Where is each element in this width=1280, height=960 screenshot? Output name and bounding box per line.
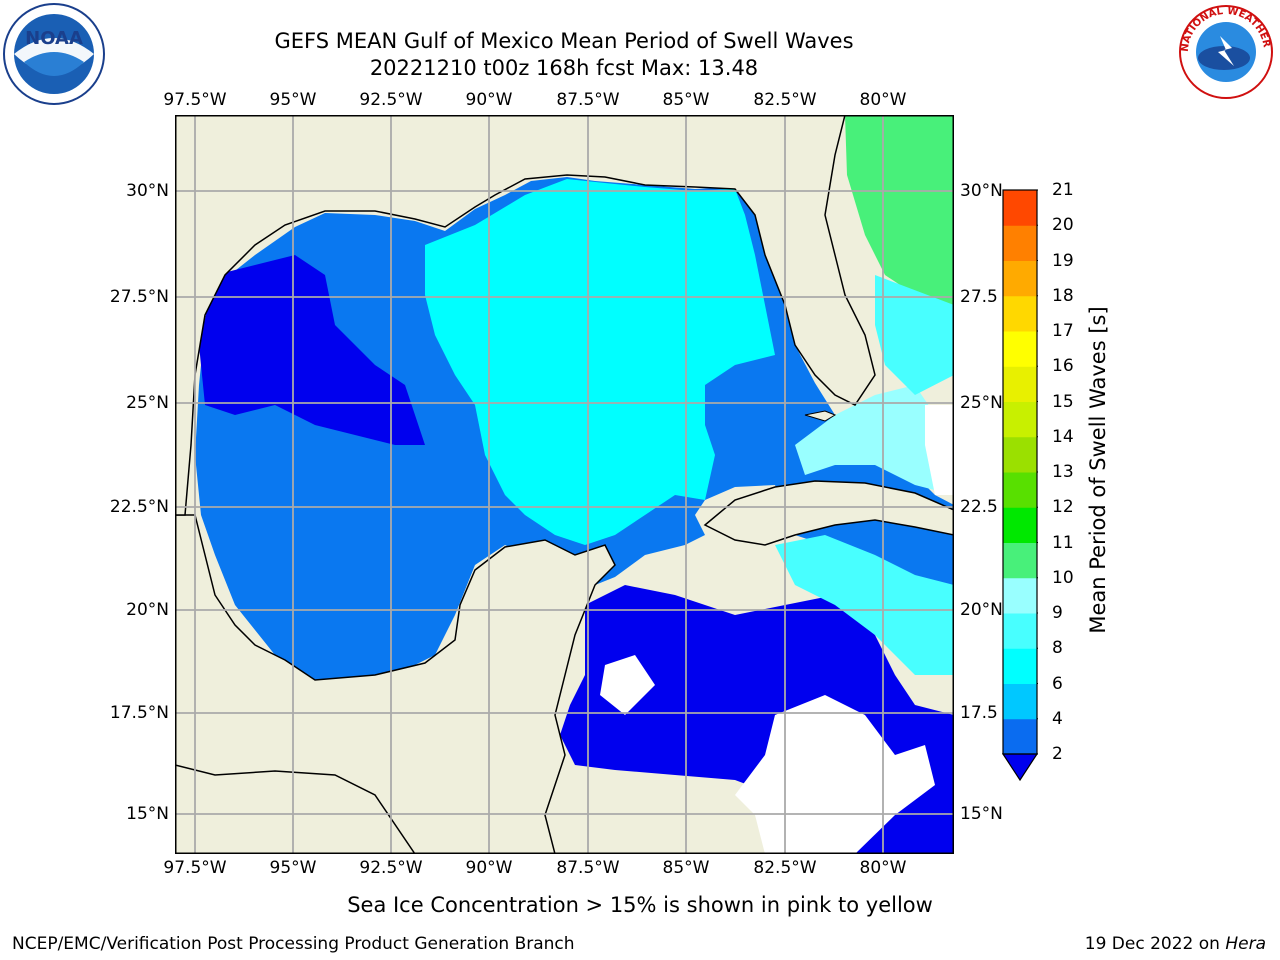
colorbar — [1002, 189, 1038, 782]
lon-label-bottom: 87.5°W — [556, 858, 620, 878]
lon-label-top: 97.5°W — [163, 90, 227, 110]
lat-label-right: 22.5 — [960, 497, 998, 517]
lat-label-left: 30°N — [126, 181, 169, 201]
florida-keys-land — [804, 410, 837, 422]
gulf-water-deep-nw — [199, 255, 425, 445]
lon-label-bottom: 80°W — [859, 858, 907, 878]
colorbar-tick-label: 17 — [1052, 321, 1074, 341]
lat-label-left: 15°N — [126, 804, 169, 824]
colorbar-segment — [1003, 507, 1037, 543]
lon-label-top: 85°W — [662, 90, 710, 110]
lat-label-right: 20°N — [960, 600, 1003, 620]
colorbar-tick-label: 13 — [1052, 462, 1074, 482]
colorbar-tick-label: 19 — [1052, 250, 1074, 271]
colorbar-segment — [1003, 190, 1037, 226]
lon-label-bottom: 82.5°W — [753, 858, 817, 878]
lat-label-left: 27.5°N — [109, 287, 169, 307]
graticule — [175, 115, 954, 854]
lat-label-right: 25°N — [960, 393, 1003, 413]
lon-label-bottom: 92.5°W — [359, 858, 423, 878]
lat-label-left: 22.5°N — [109, 497, 169, 517]
lon-label-top: 95°W — [269, 90, 317, 110]
colorbar-segment — [1003, 577, 1037, 614]
stamp-date: 19 Dec 2022 on — [1084, 934, 1220, 954]
noaa-logo: NOAA — [3, 3, 105, 105]
colorbar-segment — [1003, 718, 1037, 755]
colorbar-tick-label: 16 — [1052, 356, 1074, 377]
lon-label-top: 90°W — [465, 90, 513, 110]
colorbar-segment — [1003, 613, 1037, 649]
colorbar-tick-label: 8 — [1052, 638, 1063, 659]
map-title: GEFS MEAN Gulf of Mexico Mean Period of … — [274, 29, 854, 53]
central-america-land — [175, 764, 416, 854]
lon-label-bottom: 97.5°W — [163, 858, 227, 878]
lon-label-top: 87.5°W — [556, 90, 620, 110]
colorbar-tick-label: 11 — [1052, 532, 1074, 553]
colorbar-label: Mean Period of Swell Waves [s] — [1086, 306, 1110, 634]
lat-label-left: 20°N — [126, 600, 169, 620]
colorbar-tick-label: 10 — [1052, 567, 1074, 588]
lat-label-left: 17.5°N — [109, 703, 169, 723]
colorbar-tick-label: 12 — [1052, 497, 1074, 518]
atlantic-water-green — [845, 115, 954, 315]
colorbar-segment — [1003, 683, 1037, 720]
lat-label-right: 15°N — [960, 804, 1003, 824]
colorbar-segment — [1003, 295, 1037, 332]
lon-label-bottom: 95°W — [269, 858, 317, 878]
caribbean-water-cyan — [775, 535, 954, 675]
date-stamp: 19 Dec 2022 on Hera — [1085, 934, 1266, 954]
us-gulf-coast-land — [175, 115, 954, 516]
swell-period-map — [175, 115, 954, 854]
colorbar-segment — [1003, 225, 1037, 261]
lon-label-top: 80°W — [859, 90, 907, 110]
colorbar-tick-label: 2 — [1052, 744, 1063, 764]
lon-label-bottom: 90°W — [465, 858, 513, 878]
colorbar-tick-label: 15 — [1052, 391, 1074, 412]
lon-label-top: 92.5°W — [359, 90, 423, 110]
colorbar-tick-label: 20 — [1052, 215, 1074, 236]
colorbar-segment — [1003, 472, 1037, 508]
credit-line: NCEP/EMC/Verification Post Processing Pr… — [12, 934, 575, 954]
cuba-land — [703, 480, 954, 546]
sea-ice-note: Sea Ice Concentration > 15% is shown in … — [347, 893, 933, 917]
colorbar-extension — [1002, 753, 1038, 782]
mexico-yucatan-land — [175, 514, 616, 854]
colorbar-tick-label: 4 — [1052, 708, 1063, 729]
lat-label-right: 27.5 — [960, 287, 998, 307]
lat-label-right: 30°N — [960, 181, 1003, 201]
gulf-water-cyan — [425, 179, 775, 545]
noaa-logo-text: NOAA — [25, 28, 83, 49]
colorbar-segment — [1003, 542, 1037, 579]
colorbar-segment — [1003, 260, 1037, 297]
missing-data-patch — [600, 655, 655, 715]
map-subtitle: 20221210 t00z 168h fcst Max: 13.48 — [369, 56, 759, 80]
colorbar-segment — [1003, 436, 1037, 473]
colorbar-segment — [1003, 331, 1037, 367]
nws-logo: NATIONAL WEATHER SERVICE — [1174, 0, 1273, 99]
colorbar-segment — [1003, 366, 1037, 402]
lat-label-right: 17.5 — [960, 703, 998, 723]
map-frame — [175, 115, 954, 854]
lat-label-left: 25°N — [126, 393, 169, 413]
colorbar-segment — [1003, 648, 1037, 684]
strait-water-light — [795, 385, 954, 495]
stamp-host: Hera — [1225, 934, 1266, 954]
missing-data-patch — [925, 405, 954, 495]
atlantic-water-cyan — [875, 275, 954, 395]
colorbar-tick-label: 18 — [1052, 285, 1074, 306]
lon-label-bottom: 85°W — [662, 858, 710, 878]
colorbar-segment — [1003, 401, 1037, 438]
colorbar-tick-label: 9 — [1052, 603, 1063, 623]
lon-label-top: 82.5°W — [753, 90, 817, 110]
colorbar-tick-label: 21 — [1052, 180, 1074, 200]
colorbar-tick-label: 6 — [1052, 673, 1063, 694]
colorbar-tick-label: 14 — [1052, 426, 1074, 447]
